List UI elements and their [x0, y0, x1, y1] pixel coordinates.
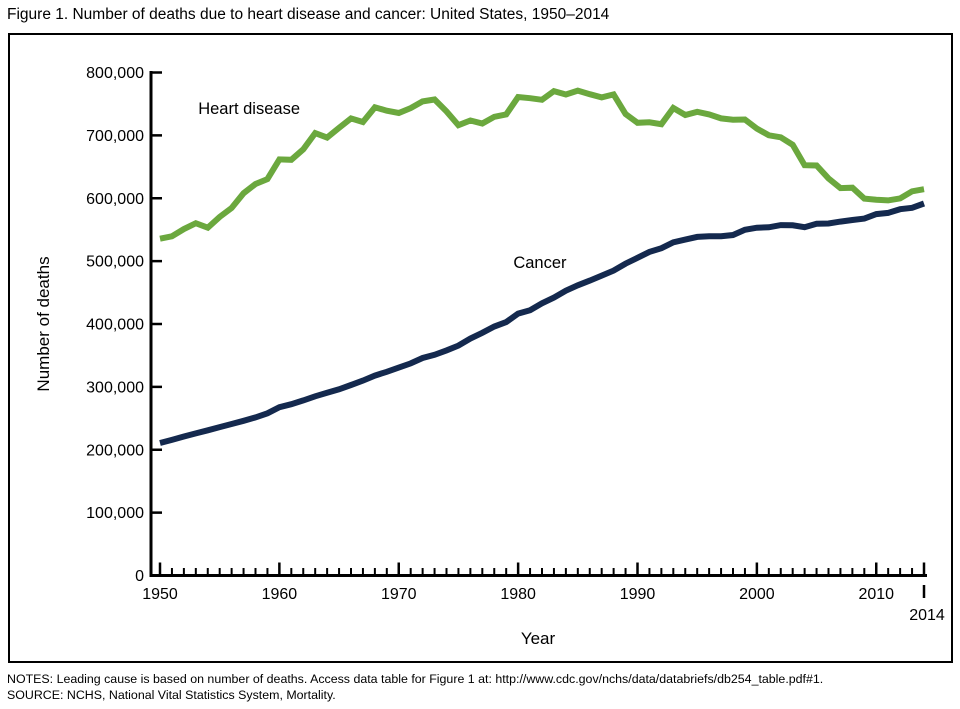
x-axis-tick-label: 2000 [739, 586, 775, 603]
cancer-line [159, 200, 926, 446]
x-axis-tick-label: 1970 [381, 586, 417, 603]
y-axis-tick-label: 700,000 [86, 128, 144, 145]
y-axis-title: Number of deaths [34, 256, 53, 391]
x-axis-title: Year [521, 629, 556, 648]
chart-frame: 0 100,000 200,000 300,000 400,000 500,000 600,… [8, 33, 953, 663]
x-axis-end-label: 2014 [909, 607, 945, 624]
y-axis-tick-label: 500,000 [86, 254, 144, 271]
y-axis-tick-label: 300,000 [86, 379, 144, 396]
figure-title: Figure 1. Number of deaths due to heart … [7, 6, 610, 23]
heart-disease-line [159, 87, 925, 242]
y-axis-tick-label: 200,000 [86, 442, 144, 459]
source-line: SOURCE: NCHS, National Vital Statistics … [7, 688, 336, 702]
x-axis-tick-label: 1960 [262, 586, 298, 603]
y-axis-tick-label: 100,000 [86, 505, 144, 522]
x-axis-tick-label: 1950 [142, 586, 178, 603]
heart-disease-label: Heart disease [198, 100, 300, 118]
x-axis-tick-label: 1990 [620, 586, 656, 603]
y-axis-tick-label: 800,000 [86, 65, 144, 82]
notes-line: NOTES: Leading cause is based on number … [7, 672, 824, 686]
x-axis-tick-label: 1980 [500, 586, 536, 603]
cancer-label: Cancer [513, 254, 567, 272]
y-axis-tick-label: 0 [135, 568, 144, 585]
line-chart: 0 100,000 200,000 300,000 400,000 500,000 600,… [34, 65, 945, 648]
y-axis-tick-label: 600,000 [86, 191, 144, 208]
figure-notes: NOTES: Leading cause is based on number … [7, 671, 823, 703]
y-axis-tick-label: 400,000 [86, 317, 144, 334]
x-axis-tick-label: 2010 [858, 586, 894, 603]
